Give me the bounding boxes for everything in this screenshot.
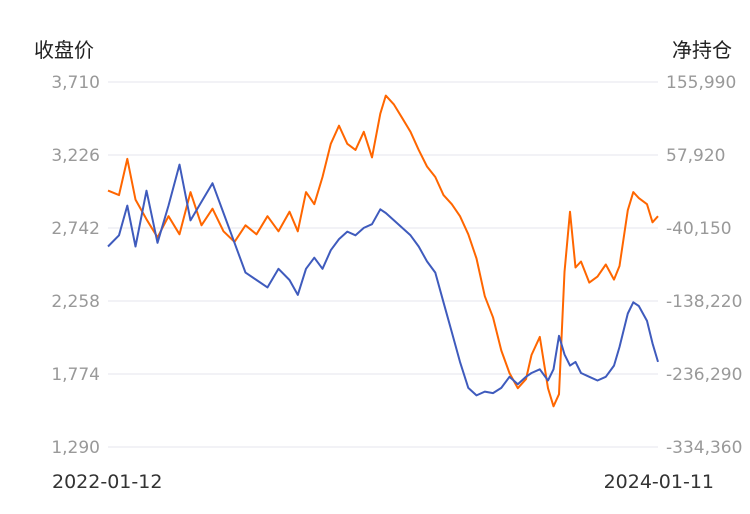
right-tick-label: 155,990 (666, 73, 736, 93)
right-axis-title: 净持仓 (672, 38, 732, 62)
right-tick-label: -236,290 (666, 365, 742, 385)
x-tick-label: 2022-01-12 (52, 471, 162, 493)
series-line-close-price (107, 94, 659, 408)
right-tick-label: -40,150 (666, 219, 732, 239)
left-tick-label: 1,774 (51, 365, 100, 385)
left-tick-label: 2,742 (51, 219, 100, 239)
x-tick-label: 2024-01-11 (604, 471, 714, 493)
left-axis-title: 收盘价 (34, 38, 94, 62)
left-tick-label: 2,258 (51, 292, 100, 312)
right-tick-label: -334,360 (666, 438, 742, 458)
right-tick-label: 57,920 (666, 146, 725, 166)
left-tick-label: 3,226 (51, 146, 100, 166)
left-tick-label: 1,290 (51, 438, 100, 458)
right-tick-label: -138,220 (666, 292, 742, 312)
series-line-net-position (107, 163, 659, 397)
left-tick-label: 3,710 (51, 73, 100, 93)
